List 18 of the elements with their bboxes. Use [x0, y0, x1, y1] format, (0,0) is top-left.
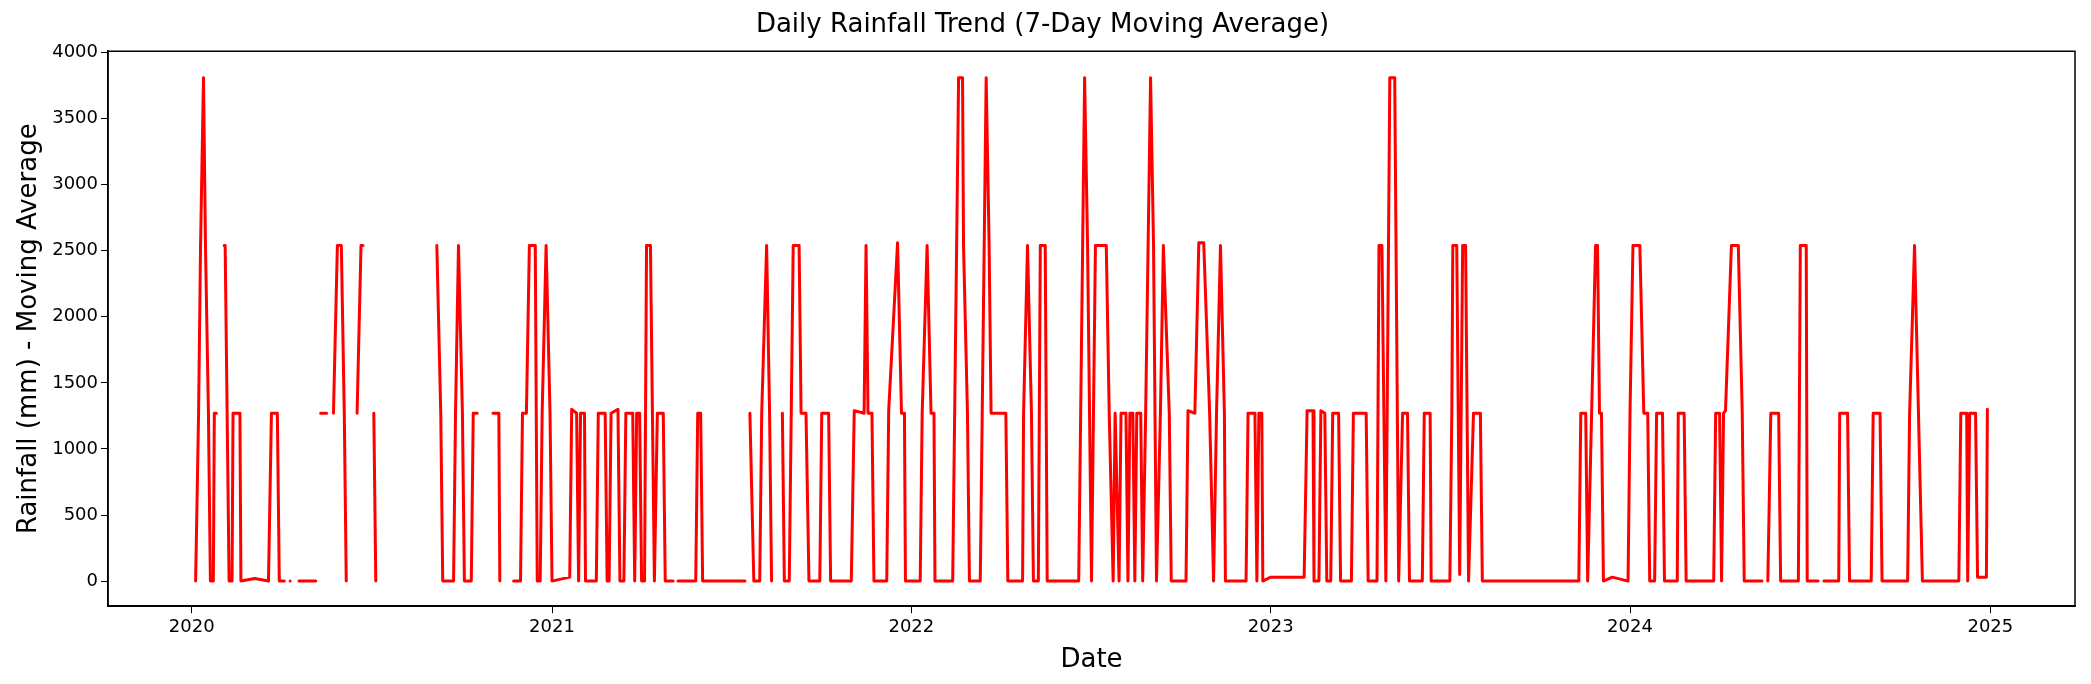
y-tick-label: 500: [63, 502, 99, 524]
x-tick-label: 2020: [168, 614, 215, 636]
x-tick-label: 2022: [888, 614, 935, 636]
y-tick-label: 2500: [52, 238, 99, 260]
y-tick-label: 1500: [52, 370, 99, 392]
y-tick-label: 3000: [52, 172, 99, 194]
y-tick-label: 3500: [52, 106, 99, 128]
x-tick-label: 2021: [529, 614, 575, 636]
x-axis-title: Date: [1060, 643, 1123, 674]
x-tick-label: 2023: [1247, 614, 1294, 636]
y-tick-label: 2000: [52, 304, 99, 326]
x-tick-label: 2024: [1607, 614, 1653, 636]
y-axis-title: Rainfall (mm) - Moving Average: [12, 123, 43, 535]
chart-title: Daily Rainfall Trend (7-Day Moving Average): [755, 8, 1330, 39]
y-tick-label: 1000: [52, 436, 99, 458]
y-tick-label: 0: [86, 568, 99, 590]
y-tick-label: 4000: [52, 40, 99, 62]
x-tick-label: 2025: [1967, 614, 2014, 636]
